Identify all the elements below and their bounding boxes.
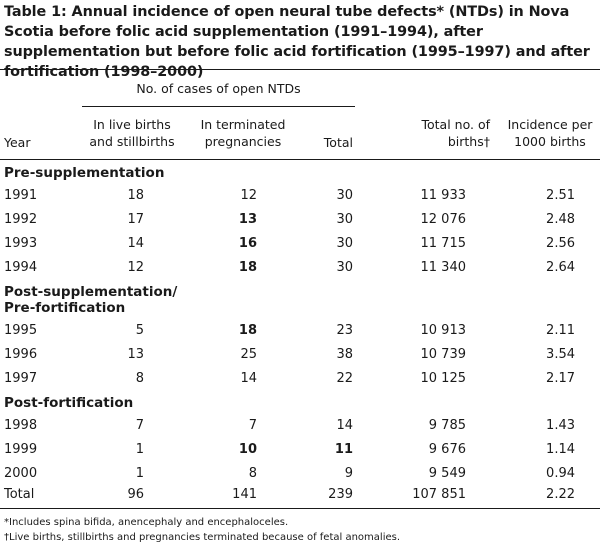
section-label: Post-supplementation/	[4, 284, 178, 300]
footnote: †Live births, stillbirths and pregnancie…	[4, 532, 401, 543]
header-incidence: Incidence per 1000 births	[507, 117, 593, 149]
cell-births: 11 933	[420, 188, 467, 203]
cell-total: 9	[344, 466, 353, 481]
cell-total: 30	[336, 260, 353, 275]
cell-live: 8	[135, 371, 144, 386]
section-label-continued: Pre-fortification	[4, 300, 126, 316]
cell-year: 1994	[4, 260, 38, 275]
cell-births: 9 785	[428, 418, 466, 433]
cell-year: 1991	[4, 188, 38, 203]
cell-terminated: 13	[238, 212, 257, 227]
top-rule	[0, 69, 600, 70]
cell-terminated: 14	[240, 371, 257, 386]
cell-live: 1	[135, 442, 144, 457]
table-title: Table 1: Annual incidence of open neural…	[4, 4, 590, 80]
cell-live: 5	[135, 323, 144, 338]
cell-total: 38	[336, 347, 353, 362]
cell-terminated: 7	[248, 418, 257, 433]
cell-total: 14	[336, 418, 353, 433]
header-total-births: Total no. of births†	[421, 117, 490, 149]
cell-total: 239	[328, 487, 353, 502]
cell-births: 107 851	[412, 487, 466, 502]
header-bottom-rule	[0, 159, 600, 160]
cell-year: 1995	[4, 323, 38, 338]
cell-births: 11 340	[420, 260, 467, 275]
cell-incidence: 1.14	[546, 442, 575, 457]
header-year: Year	[4, 135, 31, 150]
cell-births: 12 076	[420, 212, 467, 227]
footnote: *Includes spina bifida, anencephaly and …	[4, 517, 289, 528]
cell-terminated: 10	[238, 442, 257, 457]
cell-births: 9 549	[428, 466, 466, 481]
cell-year: 1996	[4, 347, 38, 362]
section-label: Post-fortification	[4, 395, 134, 411]
cell-year: 1997	[4, 371, 38, 386]
cell-terminated: 25	[240, 347, 257, 362]
cell-live: 7	[135, 418, 144, 433]
cell-births: 9 676	[428, 442, 466, 457]
group-header-rule	[82, 106, 355, 107]
cell-total: 30	[336, 212, 353, 227]
cell-incidence: 0.94	[546, 466, 575, 481]
cell-year: 1993	[4, 236, 38, 251]
cell-year: 1992	[4, 212, 38, 227]
cell-live: 17	[127, 212, 144, 227]
cell-incidence: 2.64	[546, 260, 575, 275]
cell-incidence: 2.22	[546, 487, 575, 502]
cell-incidence: 2.11	[546, 323, 575, 338]
cell-births: 10 913	[420, 323, 467, 338]
cell-live: 18	[127, 188, 144, 203]
cell-live: 1	[135, 466, 144, 481]
cell-total: 11	[334, 442, 353, 457]
total-rule	[0, 508, 600, 509]
cell-live: 14	[127, 236, 144, 251]
cell-terminated: 141	[232, 487, 257, 502]
cell-year: 2000	[4, 466, 38, 481]
cell-terminated: 12	[240, 188, 257, 203]
cell-incidence: 2.48	[546, 212, 575, 227]
cell-incidence: 2.17	[546, 371, 575, 386]
cell-year: 1998	[4, 418, 38, 433]
header-total: Total	[323, 135, 353, 150]
cell-births: 10 125	[420, 371, 467, 386]
header-terminated: In terminated pregnancies	[200, 117, 286, 149]
cell-live: 96	[127, 487, 144, 502]
cell-incidence: 3.54	[546, 347, 575, 362]
cell-births: 10 739	[420, 347, 467, 362]
cell-live: 12	[127, 260, 144, 275]
header-live-births: In live births and stillbirths	[89, 117, 175, 149]
cell-total: 30	[336, 188, 353, 203]
cell-total: 23	[336, 323, 353, 338]
cell-incidence: 2.56	[546, 236, 575, 251]
cell-terminated: 18	[238, 260, 257, 275]
cell-incidence: 1.43	[546, 418, 575, 433]
cell-total: 30	[336, 236, 353, 251]
cell-total: 22	[336, 371, 353, 386]
cell-terminated: 8	[248, 466, 257, 481]
cell-births: 11 715	[420, 236, 467, 251]
section-label: Pre-supplementation	[4, 165, 165, 181]
cell-terminated: 18	[238, 323, 257, 338]
group-header: No. of cases of open NTDs	[136, 81, 301, 96]
cell-incidence: 2.51	[546, 188, 575, 203]
cell-year: 1999	[4, 442, 38, 457]
cell-year: Total	[4, 487, 35, 502]
cell-live: 13	[127, 347, 144, 362]
cell-terminated: 16	[238, 236, 257, 251]
